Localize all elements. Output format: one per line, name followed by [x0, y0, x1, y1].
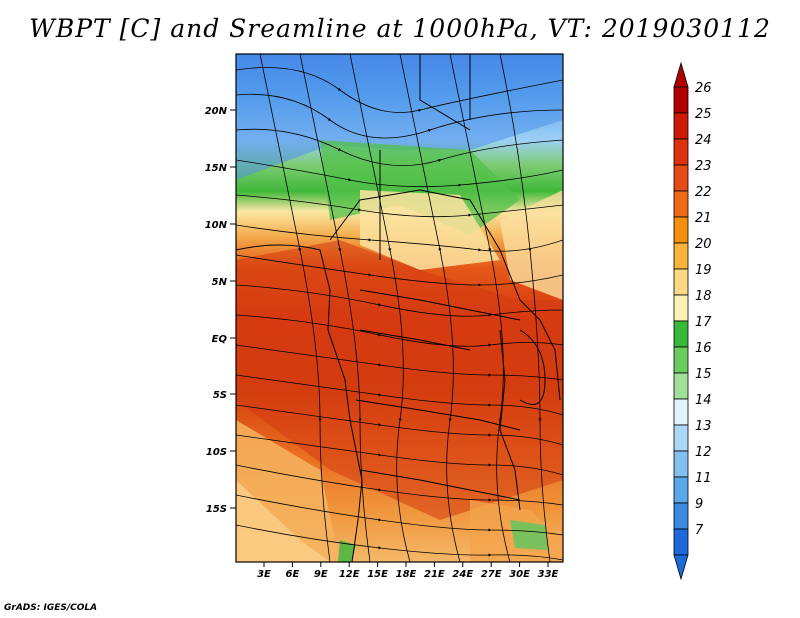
lat-label: 15N — [205, 163, 228, 174]
colorbar-swatch — [673, 242, 689, 270]
colorbar: 26 25 24 23 22 21 20 19 18 17 16 15 14 13 12 11 9 7 — [673, 61, 712, 581]
lon-label: 3E — [257, 569, 271, 580]
colorbar-swatch — [673, 216, 689, 244]
colorbar-label: 20 — [695, 237, 712, 252]
longitude-axis: 3E 6E 9E 12E 15E 18E 21E 24E 27E 30E 33E — [257, 562, 559, 580]
colorbar-swatch — [673, 476, 689, 504]
chart-title: WBPT [C] and Sreamline at 1000hPa, VT: 2… — [29, 14, 771, 43]
colorbar-label: 12 — [695, 445, 712, 460]
colorbar-swatch — [673, 112, 689, 140]
colorbar-label: 21 — [695, 211, 712, 226]
colorbar-swatch — [673, 450, 689, 478]
lon-label: 18E — [396, 569, 417, 580]
colorbar-label: 26 — [695, 81, 712, 96]
colorbar-label: 9 — [695, 497, 703, 512]
colorbar-swatch — [673, 424, 689, 452]
lat-label: 15S — [206, 504, 227, 515]
lon-label: 30E — [509, 569, 530, 580]
lon-label: 15E — [367, 569, 388, 580]
colorbar-swatch — [673, 190, 689, 218]
colorbar-label: 23 — [695, 159, 712, 174]
lon-label: 24E — [452, 569, 473, 580]
colorbar-swatch — [673, 164, 689, 192]
map-frame — [235, 53, 564, 563]
colorbar-swatch — [673, 138, 689, 166]
colorbar-swatch — [673, 320, 689, 348]
borders — [236, 54, 561, 562]
map-area — [236, 54, 563, 562]
colorbar-label: 15 — [695, 367, 712, 382]
colorbar-swatch — [673, 268, 689, 296]
lon-label: 9E — [314, 569, 328, 580]
colorbar-label: 14 — [695, 393, 712, 408]
lon-label: 21E — [424, 569, 445, 580]
lon-label: 12E — [339, 569, 360, 580]
colorbar-swatch — [673, 398, 689, 426]
colorbar-swatch — [673, 372, 689, 400]
colorbar-label: 25 — [695, 107, 712, 122]
lat-label: 5S — [213, 390, 227, 401]
colorbar-label: 22 — [695, 185, 712, 200]
lat-label: 10N — [205, 220, 228, 231]
colorbar-label: 11 — [695, 471, 712, 486]
lat-label: 10S — [206, 447, 227, 458]
colorbar-label: 18 — [695, 289, 712, 304]
colorbar-label: 7 — [695, 523, 704, 538]
colorbar-label: 13 — [695, 419, 712, 434]
colorbar-label: 24 — [695, 133, 712, 148]
credit-text: GrADS: IGES/COLA — [4, 603, 98, 613]
colorbar-bottom-arrow — [673, 554, 689, 581]
lon-label: 33E — [538, 569, 559, 580]
lon-label: 6E — [286, 569, 300, 580]
streamlines — [236, 54, 563, 562]
latitude-axis: 20N 15N 10N 5N EQ 5S 10S 15S — [205, 106, 236, 515]
lat-label: EQ — [212, 334, 228, 345]
lat-label: 5N — [212, 277, 228, 288]
colorbar-label: 19 — [695, 263, 712, 278]
colorbar-swatch — [673, 346, 689, 374]
lat-label: 20N — [205, 106, 228, 117]
colorbar-swatch — [673, 528, 689, 556]
lon-label: 27E — [481, 569, 502, 580]
colorbar-swatch — [673, 294, 689, 322]
colorbar-label: 16 — [695, 341, 712, 356]
colorbar-top-arrow — [673, 61, 689, 88]
colorbar-label: 17 — [695, 315, 712, 330]
colorbar-swatch — [673, 502, 689, 530]
colorbar-swatch — [673, 86, 689, 114]
